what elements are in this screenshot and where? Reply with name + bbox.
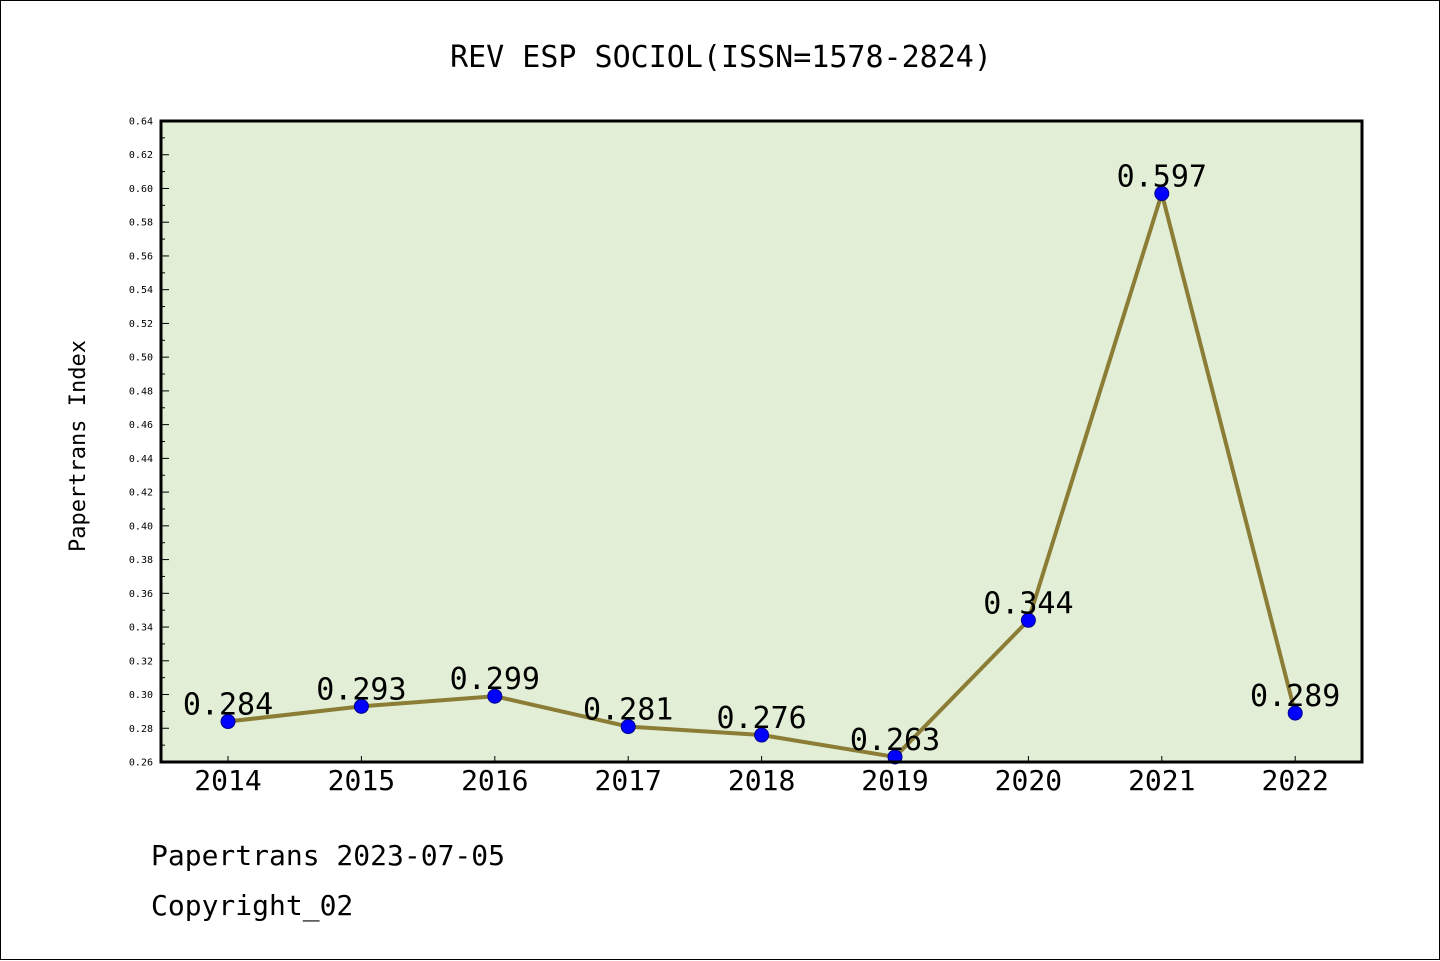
y-tick-label: 0.36 [129, 589, 153, 600]
y-tick-label: 0.44 [129, 454, 153, 465]
data-label: 0.299 [450, 662, 540, 697]
y-tick-label: 0.42 [129, 488, 153, 499]
y-tick-label: 0.56 [129, 251, 153, 262]
x-tick-label: 2017 [594, 764, 661, 797]
y-tick-label: 0.60 [129, 184, 153, 195]
data-markers [220, 186, 1303, 765]
y-tick-label: 0.50 [129, 353, 153, 364]
plot-border [159, 119, 1364, 764]
data-point [1154, 186, 1170, 202]
y-tick-label: 0.64 [129, 117, 153, 128]
y-tick-label: 0.48 [129, 386, 153, 397]
data-point [620, 719, 636, 735]
data-point [1020, 612, 1036, 628]
x-tick-label: 2022 [1261, 764, 1328, 797]
y-tick-label: 0.52 [129, 319, 153, 330]
data-point [353, 698, 369, 714]
data-point [1287, 705, 1303, 721]
data-label: 0.597 [1117, 160, 1207, 195]
y-tick-label: 0.32 [129, 656, 153, 667]
y-tick-label: 0.62 [129, 150, 153, 161]
footer-date: Papertrans 2023-07-05 [151, 839, 505, 872]
y-tick-label: 0.30 [129, 690, 153, 701]
chart-title: REV ESP SOCIOL(ISSN=1578-2824) [450, 40, 992, 75]
plot-area [161, 121, 1362, 762]
data-label: 0.276 [716, 701, 806, 736]
y-tick-label: 0.54 [129, 285, 153, 296]
data-labels: 0.284 0.293 0.299 0.281 0.276 0.263 0.344 0.597… [183, 160, 1341, 758]
data-label: 0.344 [983, 586, 1073, 621]
y-axis: 0.26 0.28 0.30 0.32 0.34 0.36 0.38 0.40 0.42 0.44… [129, 117, 169, 769]
x-tick-label: 2016 [461, 764, 528, 797]
y-tick-label: 0.34 [129, 623, 153, 634]
x-tick-label: 2018 [728, 764, 795, 797]
x-tick-label: 2020 [995, 764, 1062, 797]
data-point [487, 688, 503, 704]
x-tick-label: 2019 [861, 764, 928, 797]
y-tick-label: 0.28 [129, 724, 153, 735]
y-tick-label: 0.38 [129, 555, 153, 566]
data-point [887, 749, 903, 765]
y-tick-label: 0.58 [129, 218, 153, 229]
y-tick-label: 0.46 [129, 420, 153, 431]
x-tick-label: 2014 [194, 764, 261, 797]
data-label: 0.293 [316, 672, 406, 707]
data-label: 0.284 [183, 688, 273, 723]
x-axis: 2014 2015 2016 2017 2018 2019 2020 2021 2022 [194, 756, 1329, 797]
x-tick-label: 2015 [328, 764, 395, 797]
data-point [754, 727, 770, 743]
x-tick-label: 2021 [1128, 764, 1195, 797]
data-label: 0.281 [583, 693, 673, 728]
data-label: 0.263 [850, 723, 940, 758]
data-label: 0.289 [1250, 679, 1340, 714]
data-point [220, 714, 236, 730]
footer-copyright: Copyright_02 [151, 889, 353, 923]
y-axis-label: Papertrans Index [66, 340, 91, 552]
y-tick-label: 0.26 [129, 758, 153, 769]
y-tick-label: 0.40 [129, 521, 153, 532]
